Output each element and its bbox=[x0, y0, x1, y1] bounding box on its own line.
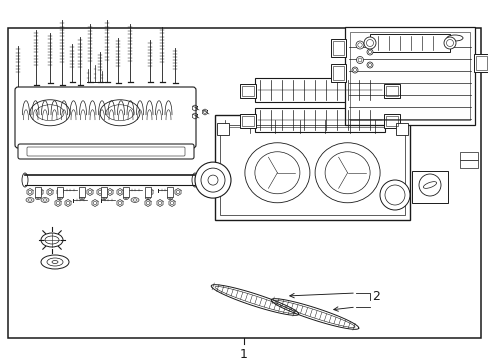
Ellipse shape bbox=[36, 197, 41, 199]
Bar bbox=[220, 125, 404, 215]
Bar bbox=[215, 115, 409, 220]
Bar bbox=[79, 187, 85, 197]
Bar bbox=[332, 41, 343, 55]
Ellipse shape bbox=[102, 197, 106, 199]
Ellipse shape bbox=[446, 35, 462, 41]
Ellipse shape bbox=[43, 199, 47, 201]
Ellipse shape bbox=[418, 174, 440, 196]
Bar bbox=[395, 123, 407, 135]
Bar bbox=[35, 187, 41, 197]
Text: 2: 2 bbox=[371, 291, 379, 303]
Ellipse shape bbox=[192, 173, 198, 187]
Ellipse shape bbox=[167, 197, 172, 199]
Ellipse shape bbox=[28, 199, 32, 201]
FancyBboxPatch shape bbox=[15, 87, 196, 148]
Bar bbox=[217, 123, 228, 135]
Ellipse shape bbox=[201, 168, 224, 192]
Ellipse shape bbox=[41, 198, 49, 202]
Ellipse shape bbox=[59, 197, 61, 199]
Bar bbox=[8, 28, 480, 338]
Ellipse shape bbox=[41, 233, 63, 247]
Ellipse shape bbox=[244, 143, 309, 203]
Ellipse shape bbox=[37, 197, 39, 199]
Bar bbox=[57, 187, 63, 197]
Ellipse shape bbox=[80, 197, 84, 199]
Ellipse shape bbox=[351, 67, 357, 73]
Ellipse shape bbox=[366, 49, 372, 55]
Ellipse shape bbox=[355, 41, 363, 49]
Ellipse shape bbox=[443, 37, 455, 49]
Ellipse shape bbox=[366, 62, 372, 68]
Bar bbox=[330, 39, 346, 57]
Ellipse shape bbox=[58, 197, 62, 199]
Bar bbox=[383, 84, 399, 98]
Bar bbox=[330, 64, 346, 82]
Ellipse shape bbox=[45, 236, 59, 244]
Bar bbox=[369, 34, 449, 52]
Ellipse shape bbox=[131, 198, 139, 202]
Bar bbox=[145, 187, 151, 197]
Ellipse shape bbox=[22, 173, 28, 187]
Ellipse shape bbox=[41, 255, 69, 269]
Ellipse shape bbox=[133, 199, 137, 201]
FancyBboxPatch shape bbox=[18, 144, 194, 159]
Ellipse shape bbox=[146, 197, 149, 199]
Ellipse shape bbox=[61, 92, 79, 98]
Bar bbox=[385, 116, 397, 126]
Text: 1: 1 bbox=[240, 348, 247, 360]
Ellipse shape bbox=[195, 162, 230, 198]
Bar bbox=[411, 171, 447, 203]
Bar bbox=[349, 32, 469, 120]
Ellipse shape bbox=[168, 197, 171, 199]
Ellipse shape bbox=[102, 197, 105, 199]
Ellipse shape bbox=[26, 198, 34, 202]
Ellipse shape bbox=[81, 197, 83, 199]
Bar bbox=[242, 116, 253, 126]
Bar bbox=[254, 78, 384, 102]
Ellipse shape bbox=[423, 182, 436, 188]
Bar bbox=[459, 160, 477, 168]
Ellipse shape bbox=[47, 258, 63, 266]
Bar bbox=[459, 152, 477, 160]
Bar bbox=[473, 54, 488, 72]
Ellipse shape bbox=[124, 197, 127, 199]
Ellipse shape bbox=[379, 180, 409, 210]
Ellipse shape bbox=[356, 57, 363, 63]
Bar bbox=[385, 86, 397, 96]
Bar bbox=[242, 86, 253, 96]
Ellipse shape bbox=[52, 261, 58, 264]
Bar bbox=[167, 187, 173, 197]
Bar bbox=[475, 56, 486, 70]
Bar bbox=[345, 27, 474, 125]
Bar bbox=[383, 114, 399, 128]
Ellipse shape bbox=[145, 197, 150, 199]
Ellipse shape bbox=[314, 143, 379, 203]
Bar bbox=[240, 84, 256, 98]
Bar bbox=[254, 108, 384, 132]
Bar bbox=[332, 66, 343, 80]
Ellipse shape bbox=[363, 37, 375, 49]
Ellipse shape bbox=[123, 197, 128, 199]
Bar bbox=[123, 187, 129, 197]
Bar bbox=[240, 114, 256, 128]
Ellipse shape bbox=[207, 175, 218, 185]
Bar bbox=[101, 187, 107, 197]
